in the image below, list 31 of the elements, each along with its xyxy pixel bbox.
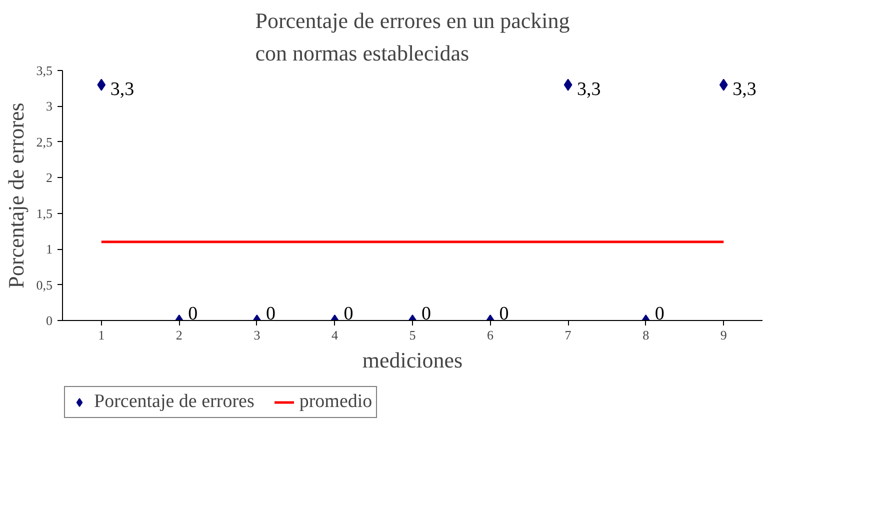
x-tick-label: 5 bbox=[409, 328, 416, 342]
y-tick-label: 0 bbox=[46, 313, 52, 328]
data-label: 3,3 bbox=[110, 78, 134, 100]
chart-title: Porcentaje de errores en un packing con normas establecidas bbox=[255, 8, 570, 66]
x-tick-label: 1 bbox=[98, 328, 105, 342]
x-tick-label: 9 bbox=[720, 328, 727, 342]
data-label: 0 bbox=[422, 304, 431, 324]
y-axis-title: Porcentaje de errores bbox=[3, 102, 28, 288]
data-label: 3,3 bbox=[732, 78, 756, 100]
legend-label: Porcentaje de errores bbox=[94, 391, 254, 413]
x-tick-label: 4 bbox=[331, 328, 338, 342]
x-tick-label: 3 bbox=[254, 328, 260, 342]
x-tick-label: 8 bbox=[642, 328, 650, 342]
x-tick-label: 2 bbox=[176, 328, 182, 342]
data-label: 0 bbox=[188, 304, 198, 324]
data-label: 0 bbox=[266, 304, 276, 324]
y-tick-label: 3,5 bbox=[36, 63, 52, 78]
x-axis-title: mediciones bbox=[362, 348, 463, 372]
x-tick-label: 7 bbox=[564, 328, 572, 342]
y-tick-label: 2 bbox=[46, 170, 52, 186]
y-tick-label: 0,5 bbox=[36, 277, 52, 292]
x-tick-label: 6 bbox=[487, 328, 494, 342]
data-label: 3,3 bbox=[577, 78, 601, 100]
data-label: 0 bbox=[344, 304, 354, 324]
y-tick-label: 1,5 bbox=[36, 206, 52, 221]
legend-label: promedio bbox=[299, 391, 372, 413]
y-tick-label: 3 bbox=[46, 98, 52, 114]
y-tick-label: 1 bbox=[46, 242, 52, 257]
y-tick-label: 2,5 bbox=[36, 134, 52, 150]
data-label: 0 bbox=[654, 304, 664, 324]
data-label: 0 bbox=[499, 304, 509, 324]
